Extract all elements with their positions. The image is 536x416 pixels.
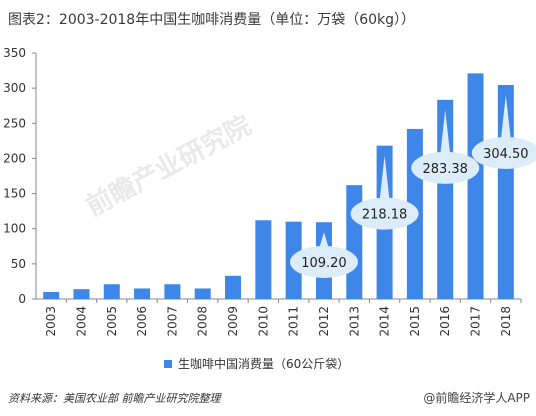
callout-pointer xyxy=(440,109,451,155)
y-tick-label: 150 xyxy=(3,187,26,201)
x-tick-label: 2010 xyxy=(256,306,270,337)
x-tick-label: 2018 xyxy=(499,306,513,337)
y-tick-label: 50 xyxy=(11,257,26,271)
y-tick-label: 100 xyxy=(3,222,26,236)
bar-2005 xyxy=(103,284,120,299)
bar-2010 xyxy=(255,220,272,299)
y-tick-label: 0 xyxy=(18,292,26,306)
footer: 资料来源：美国农业部 前瞻产业研究院整理 @前瞻经济学人APP xyxy=(0,383,536,416)
bar-2003 xyxy=(43,291,60,299)
legend-swatch xyxy=(164,359,172,368)
x-tick-label: 2004 xyxy=(74,306,88,337)
data-label: 218.18 xyxy=(362,208,408,223)
x-tick-label: 2006 xyxy=(135,306,149,337)
x-tick-label: 2016 xyxy=(438,306,452,337)
x-tick-label: 2008 xyxy=(196,306,210,337)
x-tick-label: 2013 xyxy=(347,306,361,337)
callout-pointer xyxy=(500,94,511,140)
callout-bubble xyxy=(471,136,536,169)
data-label: 109.20 xyxy=(301,256,347,271)
y-tick-label: 250 xyxy=(3,116,26,130)
callout-bubble xyxy=(411,151,480,184)
bar-2006 xyxy=(134,288,151,299)
bar-2013 xyxy=(346,185,363,299)
callout-2012: 109.20 xyxy=(289,232,358,278)
x-tick-label: 2017 xyxy=(469,306,483,337)
x-tick-label: 2012 xyxy=(317,306,331,337)
bar-2007 xyxy=(164,284,181,299)
source-note: 资料来源：美国农业部 前瞻产业研究院整理 xyxy=(8,392,221,405)
bar-chart: 前瞻产业研究院 0 50 100 150 200 250 300 350 2003 2004 200… xyxy=(3,46,536,337)
y-tick-label: 300 xyxy=(3,81,26,95)
callout-bubble xyxy=(289,246,358,278)
x-tick-label: 2015 xyxy=(408,306,422,337)
callout-2018: 304.50 xyxy=(471,94,536,169)
bar-2004 xyxy=(73,289,90,299)
brand: @前瞻经济学人APP xyxy=(423,389,530,406)
axes: 0 50 100 150 200 250 300 350 2003 2004 2005 2006 200… xyxy=(3,46,522,337)
callout-bubble xyxy=(350,197,419,230)
callout-2014: 218.18 xyxy=(350,155,419,230)
legend: 生咖啡中国消费量（60公斤袋） xyxy=(164,355,349,372)
x-tick-label: 2003 xyxy=(44,306,58,337)
x-tick-label: 2011 xyxy=(287,306,301,337)
bar-2009 xyxy=(225,275,242,299)
data-label: 304.50 xyxy=(483,147,529,162)
brand-text: @前瞻经济学人APP xyxy=(423,391,530,405)
x-tick-label: 2014 xyxy=(378,306,392,337)
watermark: 前瞻产业研究院 xyxy=(81,110,256,223)
data-label: 283.38 xyxy=(422,162,468,177)
bar-2008 xyxy=(194,288,211,299)
x-tick-label: 2009 xyxy=(226,306,240,337)
bar-2017 xyxy=(467,73,484,299)
annotations: 109.20 218.18 283.38 304.50 xyxy=(289,94,536,278)
legend-label: 生咖啡中国消费量（60公斤袋） xyxy=(178,357,350,371)
x-tick-label: 2005 xyxy=(105,306,119,337)
callout-2016: 283.38 xyxy=(411,109,480,184)
x-tick-label: 2007 xyxy=(165,306,179,337)
y-tick-label: 350 xyxy=(3,46,26,60)
callout-pointer xyxy=(318,232,329,249)
chart-title: 图表2：2003-2018年中国生咖啡消费量（单位：万袋（60kg）） xyxy=(8,12,416,28)
y-tick-label: 200 xyxy=(3,151,26,165)
callout-pointer xyxy=(379,155,390,201)
